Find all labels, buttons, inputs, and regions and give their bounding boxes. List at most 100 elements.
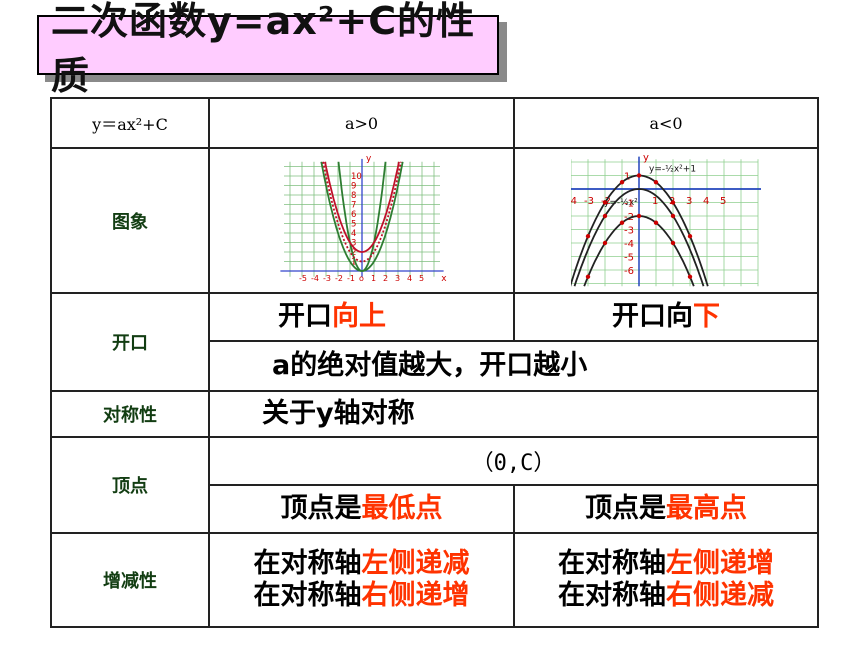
opening-note: a的绝对值越大，开口越小 xyxy=(208,340,819,392)
parabola-x2-plus-1 xyxy=(321,161,402,262)
opening-neg-em: 下 xyxy=(693,300,720,332)
vertex-label: 顶点 xyxy=(50,436,210,534)
plot-point xyxy=(602,199,608,205)
mono-prefix: 在对称轴 xyxy=(558,547,666,579)
graph-label: 图象 xyxy=(50,147,210,294)
y-tick-label: 3 xyxy=(351,238,356,248)
mono-prefix: 在对称轴 xyxy=(558,580,666,611)
plot-point xyxy=(619,220,625,225)
x-tick-label: 5 xyxy=(419,274,424,283)
y-axis-label: y xyxy=(366,156,372,164)
symmetry-row: 对称性 关于y轴对称 xyxy=(50,390,819,438)
parabola-x2 xyxy=(319,161,404,272)
monotonic-row: 增减性 在对称轴左侧递减 在对称轴右侧递增 在对称轴左侧递增 在对称轴右侧递减 xyxy=(50,532,819,628)
x-tick-label: -1 xyxy=(347,274,355,283)
properties-table: y＝ax²+C a>0 a<0 图象 y x 10 9 8 7 6 5 4 3 2 1 -5 -4 -3 -2… xyxy=(50,97,819,628)
y-tick-label: 1 xyxy=(624,171,630,182)
vertex-pos-prefix: 顶点是 xyxy=(280,492,362,524)
equation-top: y=-½x²+1 xyxy=(649,164,696,174)
x-tick-label: 1 xyxy=(371,274,376,283)
y-tick-label: 6 xyxy=(351,210,356,220)
y-tick-label: 1 xyxy=(351,257,356,267)
plot-point xyxy=(619,179,625,184)
mono-neg-2-em: 右侧递减 xyxy=(666,580,774,611)
y-tick-label: 4 xyxy=(351,229,356,239)
opening-pos-prefix: 开口 xyxy=(278,300,332,332)
opening-negative: 开口向下 xyxy=(513,292,819,342)
plot-point xyxy=(653,179,659,184)
monotonic-label: 增减性 xyxy=(50,532,210,628)
vertex-row-2: 顶点是最低点 顶点是最高点 xyxy=(51,484,819,534)
y-tick-label: 5 xyxy=(351,219,356,229)
plot-point xyxy=(636,213,642,218)
plot-point xyxy=(687,274,693,279)
equation-mid: y=-½x² xyxy=(604,198,638,208)
x-tick-label: 3 xyxy=(686,196,692,207)
x-tick-label: 5 xyxy=(720,196,726,207)
vertex-row-1: 顶点 （0,C） xyxy=(50,436,819,534)
header-a-positive: a>0 xyxy=(208,97,515,149)
opening-pos-em: 向上 xyxy=(332,300,386,332)
x-tick-label: -3 xyxy=(323,274,331,283)
mono-pos-line-2: 在对称轴右侧递增 xyxy=(210,580,513,612)
mono-neg-1-em: 左侧递增 xyxy=(666,547,774,579)
mono-pos-2-em: 右侧递增 xyxy=(361,580,470,611)
x-tick-label: 4 xyxy=(407,274,412,283)
mono-neg-line-1: 在对称轴左侧递增 xyxy=(515,548,817,580)
x-tick-label: 4 xyxy=(703,196,709,207)
title-box: 二次函数y=ax²+C的性质 xyxy=(37,0,499,98)
vertex-neg-prefix: 顶点是 xyxy=(585,492,666,524)
y-axis-label: y xyxy=(643,152,649,163)
x-tick-label: -4 xyxy=(311,274,319,283)
y-tick-label: -4 xyxy=(624,239,634,250)
y-tick-label: -3 xyxy=(624,225,634,236)
symmetry-label: 对称性 xyxy=(50,390,210,438)
mono-pos-1-em: 左侧递减 xyxy=(361,547,470,579)
symmetry-text: 关于y轴对称 xyxy=(208,390,819,438)
y-tick-label: 10 xyxy=(351,172,362,182)
opening-row-1: 开口 开口向上 开口向下 xyxy=(50,292,819,392)
vertex-positive: 顶点是最低点 xyxy=(208,484,515,534)
y-tick-label: 2 xyxy=(351,248,356,258)
plot-point xyxy=(687,233,693,238)
plot-point xyxy=(585,233,591,238)
x-tick-label: -5 xyxy=(299,274,307,283)
x-axis-label: x xyxy=(441,274,447,284)
header-a-negative: a<0 xyxy=(513,97,819,149)
vertex-negative: 顶点是最高点 xyxy=(513,484,819,534)
parabola-x2-plus-2 xyxy=(323,161,400,253)
header-row: y＝ax²+C a>0 a<0 xyxy=(50,97,819,149)
mono-pos-line-1: 在对称轴左侧递减 xyxy=(210,548,513,580)
x-tick-label: -4 xyxy=(571,196,577,207)
monotonic-positive: 在对称轴左侧递减 在对称轴右侧递增 xyxy=(208,532,515,628)
x-tick-label: -2 xyxy=(335,274,343,283)
plot-point xyxy=(670,199,676,205)
x-tick-label: 1 xyxy=(652,196,658,207)
vertex-coord: （0,C） xyxy=(208,436,819,486)
y-tick-label: -5 xyxy=(624,252,634,263)
x-tick-label: -3 xyxy=(584,196,594,207)
opening-positive: 开口向上 xyxy=(208,292,515,342)
page-title: 二次函数y=ax²+C的性质 xyxy=(51,0,476,98)
opening-label: 开口 xyxy=(50,292,210,392)
x-tick-label: 3 xyxy=(395,274,400,283)
plot-point xyxy=(602,240,608,245)
plot-point xyxy=(670,240,676,245)
plot-point xyxy=(636,172,642,178)
parabola-neg-half-x2 xyxy=(573,187,705,286)
plot-point xyxy=(602,213,608,218)
opening-row-2: a的绝对值越大，开口越小 xyxy=(51,340,819,392)
y-tick-label: 8 xyxy=(351,191,356,201)
plot-point xyxy=(653,220,659,225)
x-tick-label: o xyxy=(359,274,364,283)
plot-point xyxy=(670,213,676,218)
mono-prefix: 在对称轴 xyxy=(253,547,362,579)
y-tick-label: 9 xyxy=(351,181,356,191)
y-tick-label: -6 xyxy=(624,266,634,277)
vertex-pos-em: 最低点 xyxy=(361,492,443,524)
header-function: y＝ax²+C xyxy=(50,97,210,149)
plot-point xyxy=(585,274,591,279)
